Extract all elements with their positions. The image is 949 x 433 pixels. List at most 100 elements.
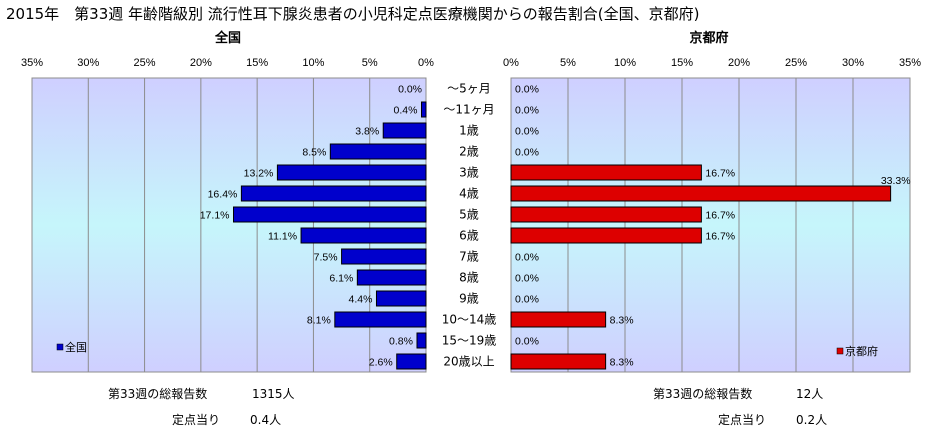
left-bar (382, 122, 427, 139)
right-x-tick-label: 35% (899, 57, 921, 69)
right-bar (510, 311, 607, 328)
category-label: 5歳 (459, 208, 479, 222)
left-data-label: 8.1% (307, 315, 331, 327)
left-bar (276, 164, 427, 181)
right-bar (510, 164, 702, 181)
right-legend: 京都府 (836, 344, 878, 358)
right-data-label: 0.0% (515, 105, 539, 117)
left-total-label: 第33週の総報告数 (108, 386, 207, 401)
left-bar (233, 206, 427, 223)
right-plot-area (511, 78, 910, 372)
category-label: 9歳 (459, 292, 479, 306)
chart-title: 2015年 第33週 年齢階級別 流行性耳下腺炎患者の小児科定点医療機関からの報… (6, 5, 700, 23)
right-plot-frame (510, 77, 911, 373)
right-x-tick-label: 30% (842, 57, 864, 69)
category-label: 4歳 (459, 187, 479, 201)
gridlines (31, 77, 911, 373)
right-data-label: 0.0% (515, 84, 539, 96)
left-x-tick-label: 5% (362, 57, 378, 69)
right-data-label: 0.0% (515, 147, 539, 159)
left-data-label: 17.1% (200, 210, 230, 222)
left-data-label: 16.4% (208, 189, 238, 201)
left-data-label: 7.5% (314, 252, 338, 264)
right-data-label: 0.0% (515, 336, 539, 348)
category-label: 3歳 (459, 166, 479, 180)
left-bar (329, 143, 427, 160)
category-label: ～11ヶ月 (443, 103, 494, 117)
left-bars: 0.0% 0.4% 3.8% 8.5% 13.2% 16.4% 17.1% 11.1% 7.5%… (200, 84, 427, 370)
category-label: 1歳 (459, 124, 479, 138)
left-data-label: 0.0% (398, 84, 422, 96)
right-bar (510, 206, 702, 223)
right-x-axis-ticks: 0% 5% 10% 15% 20% 25% 30% 35% (503, 57, 921, 69)
right-data-label: 16.7% (705, 231, 735, 243)
left-bar (356, 269, 427, 286)
left-data-label: 11.1% (268, 231, 297, 243)
right-data-label: 0.0% (515, 294, 539, 306)
left-legend: 全国 (56, 340, 87, 354)
category-label: 7歳 (459, 250, 479, 264)
left-data-label: 2.6% (369, 357, 393, 369)
left-bar (334, 311, 427, 328)
category-labels: ～5ヶ月 ～11ヶ月 1歳 2歳 3歳 4歳 5歳 6歳 7歳 8歳 9歳 10～14歳 15～19歳 2… (442, 82, 497, 369)
right-data-label: 8.3% (610, 315, 634, 327)
category-label: 8歳 (459, 271, 479, 285)
right-perpoint-label: 定点当り (718, 412, 766, 427)
left-footer: 第33週の総報告数 1315人 定点当り 0.4人 (108, 386, 295, 427)
left-panel-title: 全国 (214, 30, 241, 46)
right-panel-title: 京都府 (689, 30, 728, 46)
right-bar (510, 185, 892, 202)
left-bar (416, 332, 427, 349)
right-data-label: 0.0% (515, 126, 539, 138)
category-label: 6歳 (459, 229, 479, 243)
right-x-tick-label: 0% (503, 57, 519, 69)
right-bar (510, 227, 702, 244)
right-x-tick-label: 25% (785, 57, 807, 69)
left-x-tick-label: 35% (21, 57, 43, 69)
left-bar (300, 227, 427, 244)
left-data-label: 8.5% (302, 147, 326, 159)
right-perpoint-value: 0.2人 (796, 413, 827, 427)
left-bar (341, 248, 427, 265)
left-data-label: 6.1% (329, 273, 353, 285)
right-x-tick-label: 10% (614, 57, 636, 69)
right-bar (510, 353, 607, 370)
left-plot-area (32, 78, 426, 372)
right-footer: 第33週の総報告数 12人 定点当り 0.2人 (653, 386, 827, 427)
left-bar (420, 101, 427, 118)
left-data-label: 4.4% (349, 294, 373, 306)
left-perpoint-value: 0.4人 (250, 413, 281, 427)
left-x-tick-label: 25% (134, 57, 156, 69)
left-x-tick-label: 20% (190, 57, 212, 69)
left-legend-label: 全国 (65, 340, 87, 354)
left-data-label: 13.2% (244, 168, 274, 180)
left-bar (396, 353, 427, 370)
right-data-label: 33.3% (881, 175, 911, 187)
category-label: ～5ヶ月 (447, 82, 491, 96)
right-data-label: 8.3% (610, 357, 634, 369)
left-plot-frame (31, 77, 427, 373)
right-data-label: 16.7% (705, 210, 735, 222)
left-x-tick-label: 15% (246, 57, 268, 69)
right-data-label: 0.0% (515, 252, 539, 264)
right-total-value: 12人 (796, 387, 823, 401)
left-x-axis-ticks: 35% 30% 25% 20% 15% 10% 5% 0% (21, 57, 434, 69)
right-legend-swatch (836, 347, 844, 355)
left-x-tick-label: 0% (418, 57, 434, 69)
left-bar (240, 185, 427, 202)
category-label: 20歳以上 (443, 355, 494, 369)
right-data-label: 16.7% (705, 168, 735, 180)
left-x-tick-label: 30% (77, 57, 99, 69)
right-x-tick-label: 15% (671, 57, 693, 69)
left-total-value: 1315人 (252, 387, 295, 401)
right-x-tick-label: 5% (560, 57, 576, 69)
right-bars: 0.0% 0.0% 0.0% 0.0% 16.7% 33.3% 16.7% 16.7% 0.0%… (510, 84, 911, 370)
left-bar (375, 290, 427, 307)
left-x-tick-label: 10% (302, 57, 324, 69)
category-label: 10～14歳 (442, 313, 497, 327)
right-x-tick-label: 20% (728, 57, 750, 69)
category-label: 15～19歳 (442, 334, 497, 348)
right-total-label: 第33週の総報告数 (653, 386, 752, 401)
left-perpoint-label: 定点当り (172, 412, 220, 427)
